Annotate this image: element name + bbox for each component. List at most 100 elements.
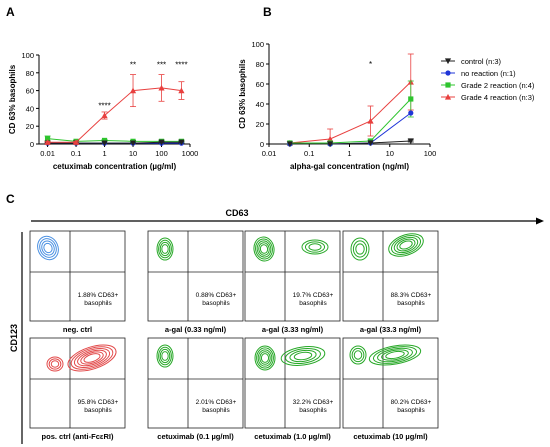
significance-mark: ** (130, 60, 136, 69)
contour-ring (396, 238, 416, 252)
contour-ring (159, 348, 171, 364)
contour-ring (256, 240, 272, 258)
data-point-control (158, 139, 165, 146)
contour-ring (253, 236, 275, 262)
x-tick-label: 0.01 (40, 149, 55, 158)
percent-sublabel: basophils (202, 407, 230, 414)
panel-letter-c: C (6, 192, 15, 206)
legend-label-grade2: Grade 2 reaction (n:4) (461, 81, 535, 90)
flow-plot-agal033: 0.88% CD63+basophils a-gal (0.33 ng/ml) (147, 230, 244, 334)
flow-plot-frame (244, 337, 341, 429)
y-tick-label: 60 (256, 80, 264, 89)
contour-ring (349, 345, 367, 365)
data-point-grade2 (101, 137, 108, 144)
chart-legend: control (n:3) no reaction (n:1) Grade 2 re… (441, 57, 535, 102)
contour-ring (388, 233, 424, 257)
significance-mark: **** (175, 60, 187, 69)
contour-ring (48, 358, 62, 370)
cd123-axis-label: CD123 (9, 324, 19, 352)
y-tick-label: 80 (256, 60, 264, 69)
panel-letter-b: B (263, 5, 272, 19)
y-tick-label: 0 (30, 140, 34, 149)
contour-ring (391, 235, 421, 255)
flow-plot-neg: 1.88% CD63+basophils neg. ctrl (29, 230, 126, 334)
series-line-grade2 (47, 138, 182, 142)
data-point-grade4 (327, 135, 334, 142)
contour-ring (352, 240, 368, 258)
contour-ring (257, 349, 273, 367)
flow-plot-label: pos. ctrl (anti-FcεRI) (42, 432, 114, 441)
data-point-control (367, 140, 374, 147)
x-tick-label: 1 (347, 149, 351, 158)
contour-ring (351, 347, 365, 363)
percent-label: 1.88% CD63+ (78, 292, 119, 299)
x-tick-label: 100 (424, 149, 437, 158)
data-point-grade2 (408, 96, 414, 102)
legend-marker-control (444, 58, 452, 65)
legend-marker-grade2 (445, 82, 451, 88)
contour-ring (158, 239, 172, 259)
contour-ring (73, 347, 111, 369)
cd63-arrowhead (536, 217, 544, 225)
data-point-control (178, 139, 185, 146)
significance-mark: * (369, 60, 372, 69)
cd63-axis-label: CD63 (225, 208, 248, 218)
y-tick-label: 60 (26, 87, 34, 96)
flow-plot-label: neg. ctrl (63, 325, 92, 334)
contour-ring (158, 346, 172, 366)
legend-label-control: control (n:3) (461, 57, 502, 66)
contour-ring (393, 236, 419, 254)
y-tick-label: 20 (256, 120, 264, 129)
contour-ring (70, 346, 114, 370)
contour-ring (399, 240, 413, 250)
contour-ring (381, 349, 409, 361)
x-tick-label: 10 (386, 149, 394, 158)
panel-letter-a: A (6, 5, 15, 19)
percent-label: 2.01% CD63+ (196, 399, 237, 406)
series-line-grade2 (289, 98, 412, 144)
y-tick-label: 100 (251, 40, 264, 49)
series-line-control (47, 141, 182, 144)
contour-ring (355, 243, 365, 255)
contour-ring (37, 235, 59, 261)
x-tick-label: 0.1 (304, 149, 314, 158)
legend-marker-grade4 (444, 93, 452, 100)
flow-plot-frame (147, 337, 244, 429)
contour-ring (77, 349, 107, 367)
data-point-grade4 (72, 139, 80, 145)
data-point-control (286, 141, 293, 148)
series-line-grade4 (47, 87, 182, 143)
contour-ring (259, 351, 271, 365)
flow-plot-label: a-gal (0.33 ng/ml) (165, 325, 227, 334)
x-tick-label: 1000 (182, 149, 199, 158)
flow-plot-agal333b: 88.3% CD63+basophils a-gal (33.3 ng/ml) (342, 230, 439, 334)
flow-plot-pos: 95.8% CD63+basophils pos. ctrl (anti-FcεR… (29, 337, 126, 441)
percent-label: 32.2% CD63+ (293, 399, 334, 406)
chart-b: 0 20 40 60 80 100 0.01 0.1 1 10 100 alpha-gal conce… (238, 40, 436, 171)
contour-ring (159, 241, 171, 257)
significance-mark: *** (157, 60, 166, 69)
contour-ring (50, 360, 60, 368)
flow-plot-cet01: 2.01% CD63+basophils cetuximab (0.1 µg/ml… (147, 337, 244, 441)
percent-label: 0.88% CD63+ (196, 292, 237, 299)
contour-ring (161, 244, 169, 254)
percent-label: 88.3% CD63+ (391, 292, 432, 299)
y-axis-label: CD 63% basophils (238, 59, 247, 129)
flow-plot-label: a-gal (3.33 ng/ml) (262, 325, 324, 334)
x-axis-label: cetuximab concentration (µg/ml) (53, 162, 177, 171)
contour-ring (259, 244, 269, 254)
flow-plot-label: a-gal (33.3 ng/ml) (360, 325, 422, 334)
y-tick-label: 80 (26, 69, 34, 78)
contour-ring (256, 347, 274, 369)
contour-ring (46, 356, 64, 372)
series-line-control (289, 140, 411, 145)
percent-label: 80.2% CD63+ (391, 399, 432, 406)
x-axis-label: alpha-gal concentration (ng/ml) (290, 162, 409, 171)
contour-ring (308, 243, 322, 251)
legend-label-grade4: Grade 4 reaction (n:3) (461, 93, 535, 102)
data-point-grade4 (158, 84, 165, 91)
contour-ring (156, 237, 174, 261)
flow-plot-label: cetuximab (0.1 µg/ml) (157, 432, 234, 441)
